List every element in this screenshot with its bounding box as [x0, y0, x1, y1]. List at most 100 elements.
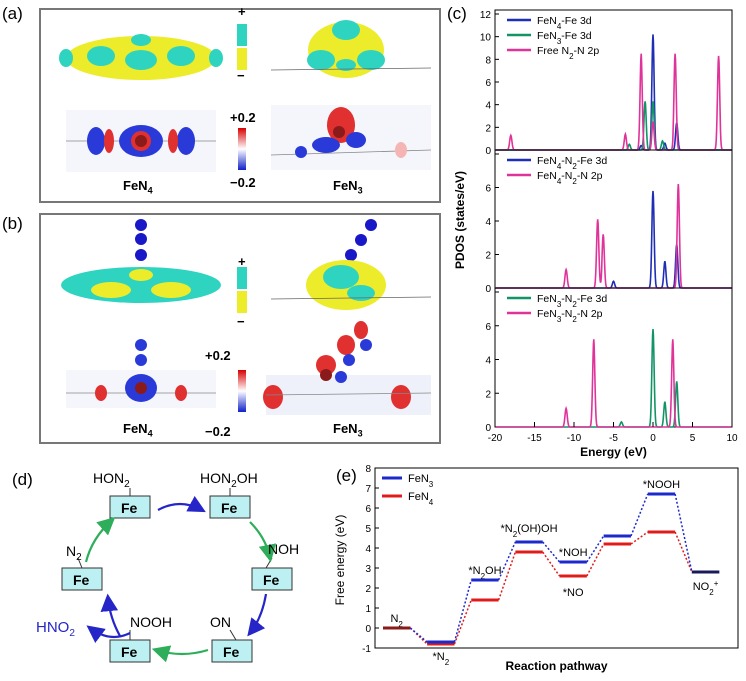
fe-step-label: *N2 [432, 651, 449, 667]
pdos-curve [495, 339, 732, 428]
fe-connector [409, 627, 428, 643]
pdos-curve [495, 101, 732, 151]
pdos-xtick-label: -15 [527, 433, 542, 444]
fen3-n2-charge-slice [263, 321, 432, 415]
fe-box-noh [251, 567, 293, 591]
panel-a-figure [59, 20, 432, 172]
panel-a-letter: (a) [2, 4, 23, 23]
arrow-1 [157, 495, 206, 513]
fe-connector [674, 493, 693, 573]
fe-step-label: *NO [563, 587, 584, 599]
pdos-curve [495, 53, 732, 151]
arrow-2 [249, 521, 277, 563]
pdos-legend-label: FeN3-Fe 3d [537, 30, 592, 46]
pdos-curve [495, 190, 732, 289]
fe-legend-label: FeN4 [408, 491, 434, 507]
cycle-label-n2: N2 [66, 543, 82, 563]
panel-d-letter: (d) [12, 470, 33, 489]
arrow-4 [151, 645, 209, 663]
cycle-label-on: ON [210, 614, 231, 630]
pdos-ytick-label: 2 [485, 251, 491, 262]
fe-ytick-label: 1 [365, 604, 371, 615]
pdos-ytick-label: 8 [485, 55, 491, 66]
pdos-legend-label: Free N2-N 2p [537, 45, 599, 61]
panel-b-letter: (b) [2, 214, 23, 233]
fe-box-on [211, 639, 253, 663]
cycle-label-hon2: HON2 [93, 470, 130, 490]
fe-y-title: Free energy (eV) [333, 515, 347, 606]
fe-ytick-label: 6 [365, 504, 371, 515]
fe-step-label: *N2OH [468, 565, 501, 581]
pdos-xtick-label: -20 [488, 433, 503, 444]
pdos-ytick-label: 4 [485, 356, 491, 367]
pdos-curve [495, 184, 732, 289]
panel-b [39, 213, 441, 444]
panel-b-label-fen3: FeN3 [333, 421, 363, 439]
fe-connector [409, 627, 428, 645]
panel-a-bar-plus: + [238, 4, 246, 19]
arrow-hno2 [86, 625, 131, 643]
cycle-label-noh: NOH [268, 541, 300, 557]
pdos-legend-label: FeN4-N2-Fe 3d [537, 155, 607, 171]
fe-connector [453, 579, 472, 643]
fen3-n2-charge-density [270, 219, 432, 310]
panel-b-bar-plus: + [238, 254, 246, 269]
fe-connector [453, 599, 472, 645]
cycle-label-hon2oh: HON2OH [200, 470, 258, 490]
arrow-5 [100, 593, 121, 637]
fen3-charge-density-top [270, 20, 432, 78]
box-label-fe-3: Fe [263, 572, 280, 588]
fe-connector [497, 541, 517, 581]
fe-step-label: N2 [390, 613, 403, 629]
pdos-frame [494, 149, 733, 289]
box-label-fe-2: Fe [221, 500, 238, 516]
panel-b-cb-min: −0.2 [205, 424, 231, 439]
panel-b-figure [61, 219, 432, 415]
arrow-3 [247, 593, 268, 637]
box-label-fe-4: Fe [223, 644, 240, 660]
pdos-frame [494, 9, 733, 151]
pdos-xtick-label: 0 [650, 433, 656, 444]
fe-step-label: *NOOH [643, 479, 680, 491]
pdos-y-title: PDOS (states/eV) [453, 171, 467, 269]
pdos-x-title: Energy (eV) [580, 445, 647, 459]
pdos-ytick-label: 6 [485, 184, 491, 195]
pdos-xtick-label: -10 [567, 433, 582, 444]
fe-ytick-label: 7 [365, 484, 371, 495]
panel-b-cb-max: +0.2 [205, 348, 231, 363]
fen3-charge-slice [270, 105, 432, 170]
pdos-legend-label: FeN4-Fe 3d [537, 15, 592, 31]
fe-frame [374, 467, 739, 649]
pdos-ytick-label: 6 [485, 78, 491, 89]
arrow-6 [84, 517, 116, 563]
fe-ytick-label: 8 [365, 464, 371, 475]
panel-a-cb-min: −0.2 [230, 175, 256, 190]
pdos-xtick-label: 10 [726, 433, 738, 444]
free-energy-chart: -1 0 1 2 3 4 5 6 7 8 Free energy (eV) Reaction path… [333, 464, 739, 673]
fe-connector [542, 551, 561, 577]
panel-b-label-fen4: FeN4 [123, 421, 153, 439]
reaction-cycle [61, 488, 293, 663]
panel-e-letter: (e) [336, 466, 357, 485]
panel-a-bar-minus: − [237, 68, 245, 83]
pdos-xtick-label: 5 [690, 433, 696, 444]
box-label-fe-5: Fe [121, 644, 138, 660]
pdos-ytick-label: 4 [485, 217, 491, 228]
cycle-label-nooh: NOOH [130, 614, 172, 630]
pdos-ytick-label: 0 [485, 284, 491, 295]
fe-connector [542, 541, 561, 563]
fe-legend-label: FeN3 [408, 473, 434, 489]
fe-ytick-label: 4 [365, 544, 371, 555]
fe-ytick-label: 5 [365, 524, 371, 535]
pdos-ytick-label: 10 [480, 33, 492, 44]
fe-ytick-label: 3 [365, 564, 371, 575]
pdos-ytick-label: 12 [480, 10, 492, 21]
fe-connector [674, 531, 693, 573]
pdos-legend-label: FeN3-N2-N 2p [537, 308, 603, 324]
pdos-curve [495, 34, 732, 151]
panel-a [39, 8, 441, 203]
fe-ytick-label: 2 [365, 584, 371, 595]
fen4-n2-charge-slice [66, 339, 216, 408]
pdos-ytick-label: 4 [485, 101, 491, 112]
